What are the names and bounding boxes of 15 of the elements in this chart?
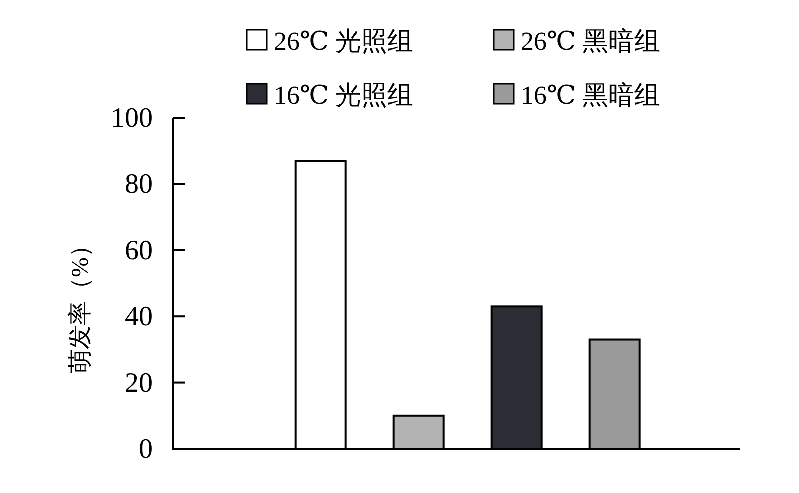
legend-item: 16℃ 黑暗组 [493, 81, 661, 110]
y-tick-label: 100 [111, 103, 153, 134]
y-tick-label: 40 [125, 302, 153, 333]
y-tick-label: 80 [125, 169, 153, 200]
legend-item: 26℃ 光照组 [246, 27, 414, 56]
y-axis-title: 萌发率（%） [67, 234, 94, 374]
legend-item: 16℃ 光照组 [246, 81, 414, 110]
legend-label: 26℃ 黑暗组 [521, 27, 661, 56]
y-tick-label: 20 [125, 368, 153, 399]
legend-label: 26℃ 光照组 [274, 27, 414, 56]
legend-label: 16℃ 黑暗组 [521, 81, 661, 110]
legend-item: 26℃ 黑暗组 [493, 27, 661, 56]
legend-label: 16℃ 光照组 [274, 81, 414, 110]
y-tick-label: 60 [125, 235, 153, 266]
y-tick-label: 0 [139, 434, 153, 465]
